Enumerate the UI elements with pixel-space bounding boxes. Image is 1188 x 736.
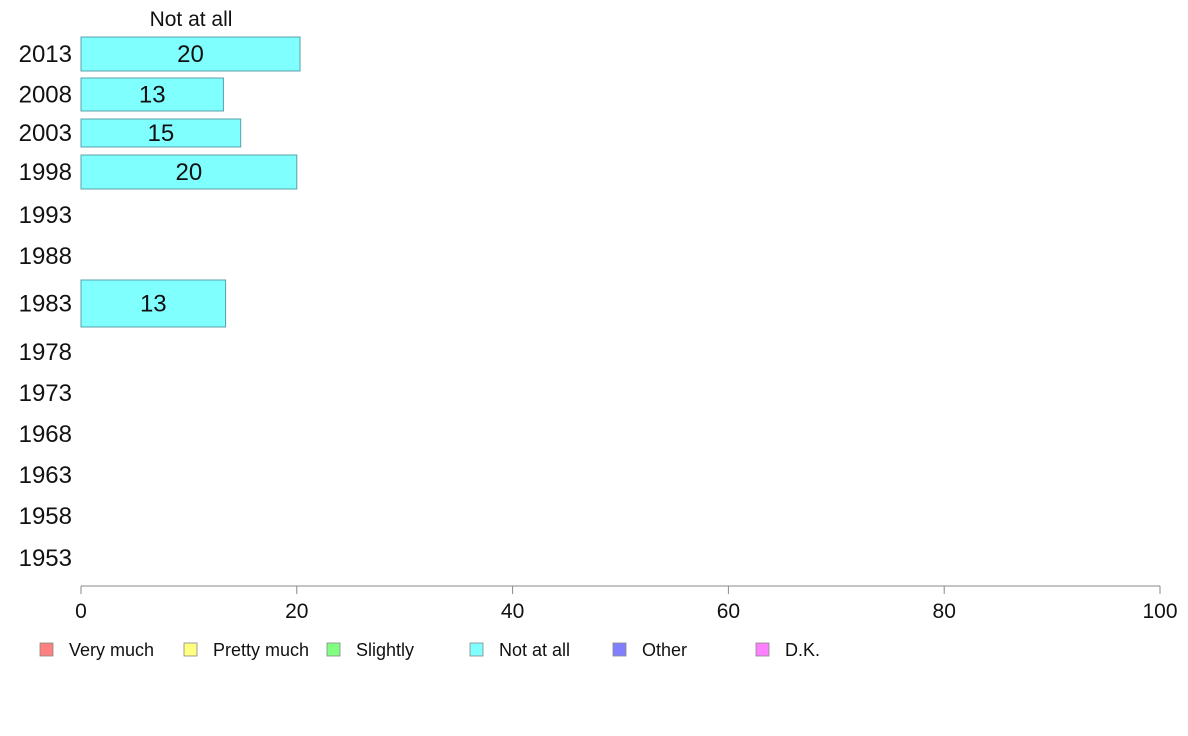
bar-1998	[80, 154, 298, 190]
x-tick-label-60: 60	[717, 600, 740, 623]
legend-label-very-much: Very much	[69, 640, 154, 660]
column-title: Not at all	[150, 8, 233, 31]
bar-label-1983: 13	[140, 291, 167, 318]
year-label-1978: 1978	[19, 339, 72, 366]
legend-swatch-not-at-all	[469, 642, 484, 657]
year-rows: 2013 20 2008 13 2003 15 1998 20 1993 1988 1983 13 19…	[19, 36, 301, 572]
bar-2003	[80, 118, 242, 148]
year-label-1998: 1998	[19, 159, 72, 186]
legend-label-other: Other	[642, 640, 687, 660]
x-tick-label-40: 40	[501, 600, 524, 623]
bar-2013	[80, 36, 301, 72]
bar-label-1998: 20	[176, 159, 203, 186]
x-tick-label-80: 80	[933, 600, 956, 623]
bar-label-2008: 13	[139, 82, 166, 109]
bar-label-2013: 20	[177, 41, 204, 68]
year-label-1968: 1968	[19, 421, 72, 448]
legend-swatch-very-much	[39, 642, 54, 657]
x-tick-label-20: 20	[285, 600, 308, 623]
legend-swatch-other	[612, 642, 627, 657]
year-label-1953: 1953	[19, 545, 72, 572]
year-label-2003: 2003	[19, 120, 72, 147]
legend-label-d-k: D.K.	[785, 640, 820, 660]
bar-2008	[80, 77, 224, 112]
bar-1983	[80, 279, 227, 328]
bar-label-2003: 15	[147, 120, 174, 147]
legend-label-slightly: Slightly	[356, 640, 414, 660]
legend-swatch-slightly	[326, 642, 341, 657]
x-tick-label-100: 100	[1142, 600, 1177, 623]
legend-label-pretty-much: Pretty much	[213, 640, 309, 660]
x-tick-label-0: 0	[75, 600, 87, 623]
year-label-1993: 1993	[19, 202, 72, 229]
legend: Very much Pretty much Slightly Not at all Ot…	[39, 640, 820, 660]
legend-swatch-pretty-much	[183, 642, 198, 657]
year-label-2013: 2013	[19, 41, 72, 68]
year-label-1973: 1973	[19, 380, 72, 407]
legend-label-not-at-all: Not at all	[499, 640, 570, 660]
year-label-1988: 1988	[19, 243, 72, 270]
x-axis: 0 20 40 60 80 100	[75, 585, 1178, 623]
year-label-1963: 1963	[19, 462, 72, 489]
year-label-1958: 1958	[19, 503, 72, 530]
year-label-1983: 1983	[19, 291, 72, 318]
year-label-2008: 2008	[19, 82, 72, 109]
legend-swatch-d-k	[755, 642, 770, 657]
